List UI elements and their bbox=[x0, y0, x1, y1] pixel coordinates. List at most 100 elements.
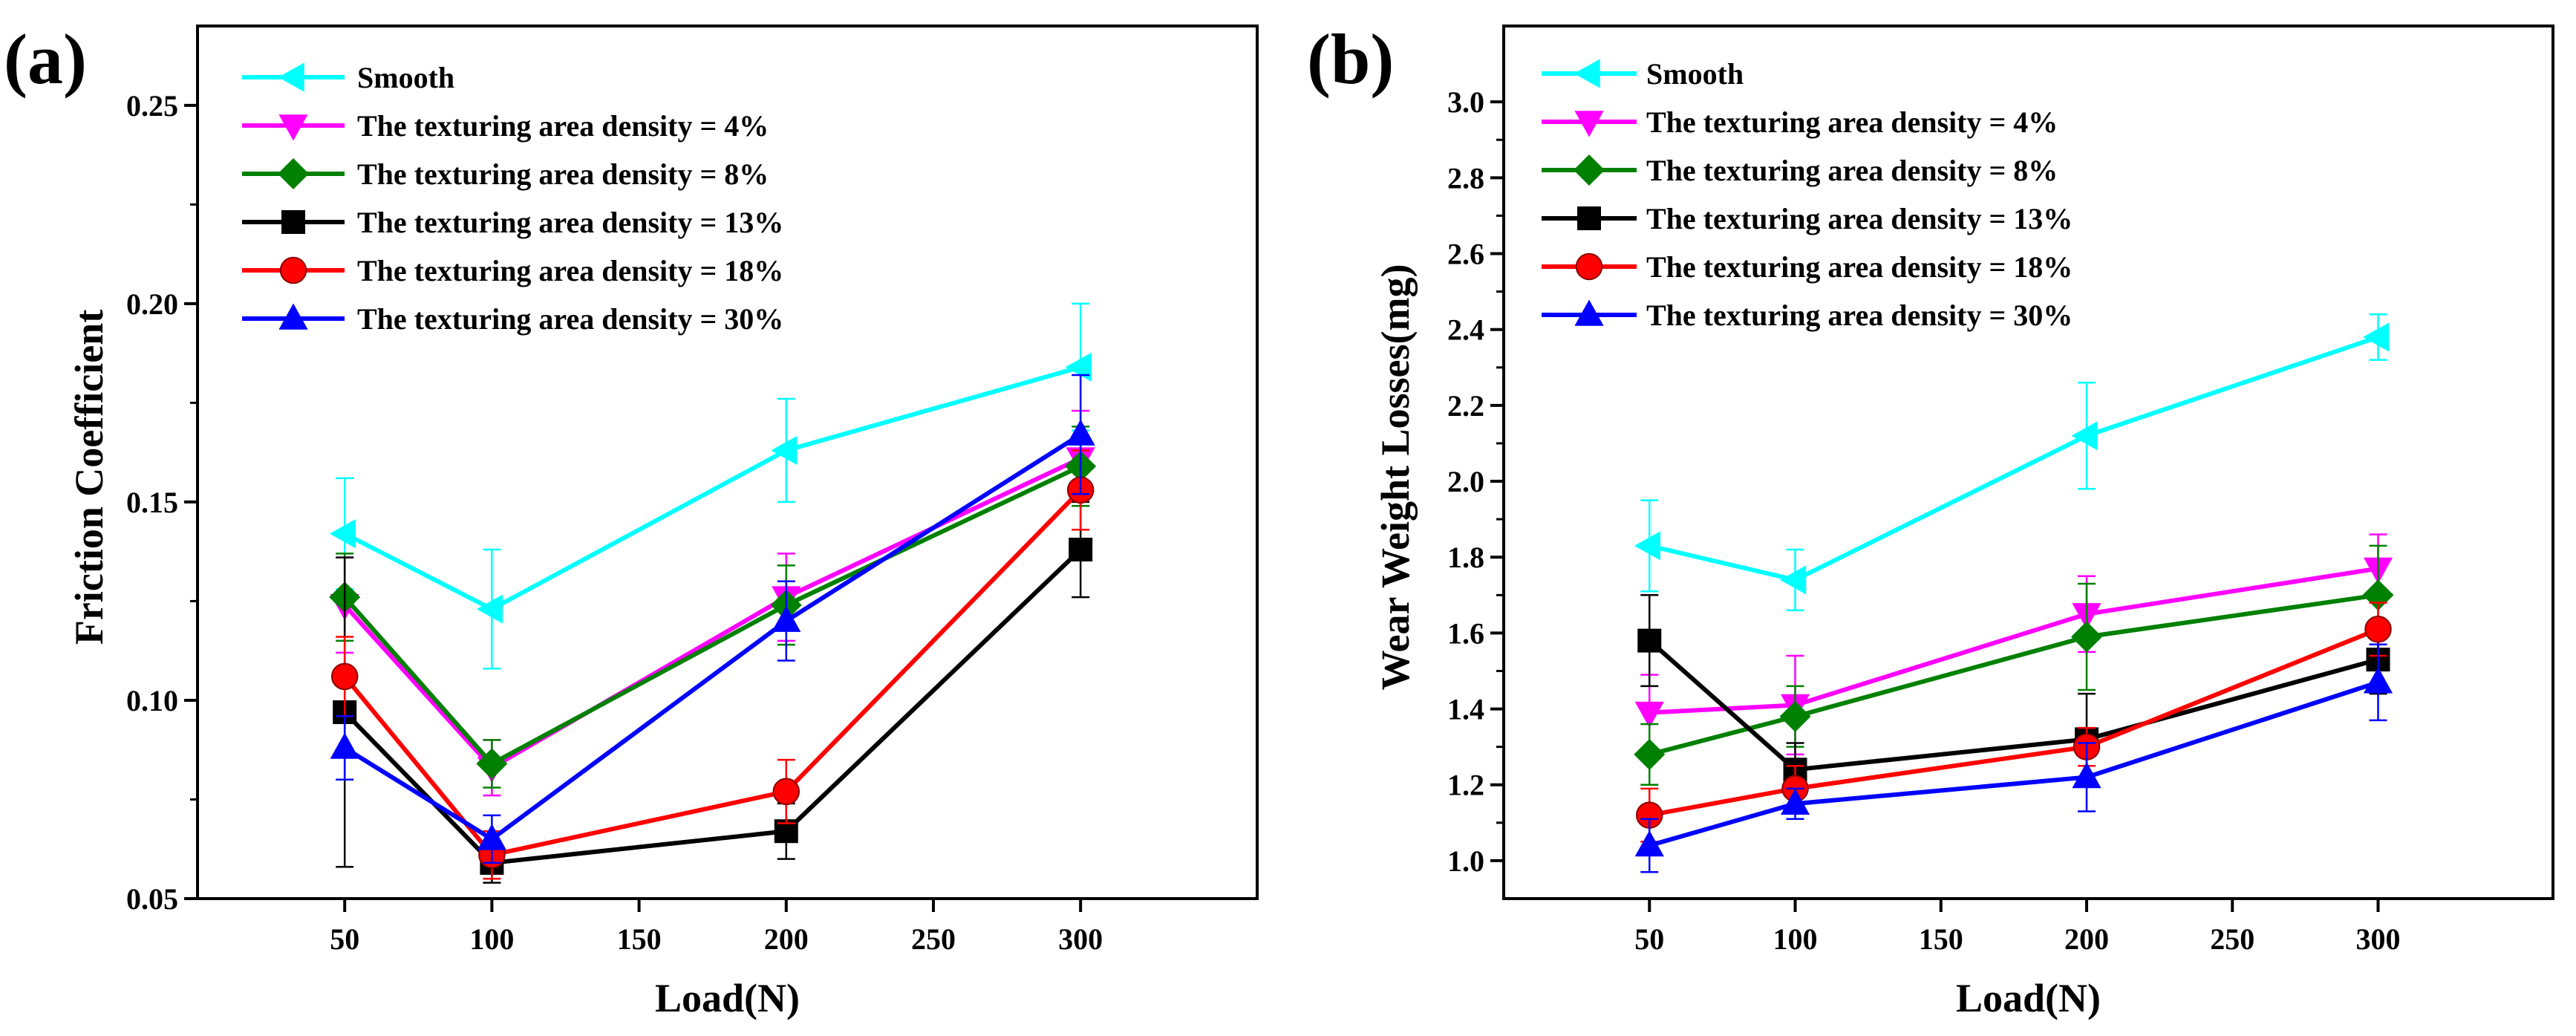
data-point-marker bbox=[1634, 531, 1660, 561]
panel-label: (b) bbox=[1307, 19, 1394, 99]
data-point-marker bbox=[1634, 701, 1664, 729]
x-tick-label: 150 bbox=[617, 922, 662, 956]
data-point-marker bbox=[1066, 419, 1095, 446]
y-tick-label: 0.20 bbox=[126, 287, 178, 321]
data-point-marker bbox=[330, 732, 359, 759]
y-tick-label: 1.0 bbox=[1447, 844, 1484, 878]
data-point-marker bbox=[2364, 616, 2392, 643]
series-line bbox=[1649, 566, 2378, 715]
y-axis-title: Wear Weight Losses(mg) bbox=[1373, 264, 1418, 691]
x-axis-title: Load(N) bbox=[655, 976, 800, 1020]
data-point-marker bbox=[329, 519, 356, 549]
series-line bbox=[1649, 593, 2378, 757]
legend-label: The texturing area density = 4% bbox=[357, 109, 769, 143]
legend-marker bbox=[1574, 154, 1605, 186]
data-point-marker bbox=[1065, 352, 1092, 382]
legend-marker bbox=[1575, 253, 1603, 281]
data-series: The texturing area density = 4% bbox=[1542, 105, 2393, 756]
legend-label: The texturing area density = 18% bbox=[1646, 250, 2073, 284]
x-tick-label: 250 bbox=[2210, 922, 2254, 956]
y-tick-label: 1.2 bbox=[1447, 769, 1484, 802]
series-line bbox=[1649, 680, 2379, 848]
data-point-marker bbox=[2362, 322, 2390, 352]
legend-marker bbox=[278, 303, 308, 330]
x-tick-label: 250 bbox=[911, 922, 956, 956]
data-point-marker bbox=[1780, 788, 1810, 815]
legend-marker bbox=[278, 158, 309, 189]
data-series: The texturing area density = 18% bbox=[242, 254, 1095, 880]
legend-label: The texturing area density = 13% bbox=[357, 206, 783, 239]
y-tick-label: 2.2 bbox=[1447, 389, 1484, 423]
series-line bbox=[1648, 639, 2379, 772]
x-tick-label: 50 bbox=[1634, 922, 1664, 956]
data-point-marker bbox=[772, 605, 801, 632]
legend-marker bbox=[1574, 111, 1604, 137]
legend-label: The texturing area density = 8% bbox=[357, 157, 769, 191]
x-tick-label: 300 bbox=[2356, 922, 2401, 956]
series-line bbox=[343, 365, 1081, 612]
x-axis-title: Load(N) bbox=[1956, 976, 2101, 1020]
data-point-marker bbox=[2071, 621, 2102, 653]
data-series: The texturing area density = 30% bbox=[1542, 299, 2393, 873]
data-point-marker bbox=[476, 748, 508, 780]
data-point-marker bbox=[1637, 628, 1662, 653]
data-point-marker bbox=[476, 594, 503, 624]
data-point-marker bbox=[2363, 667, 2393, 694]
data-point-marker bbox=[2071, 421, 2098, 451]
chart-panel-b: (b) 50 100 150 200 250 300 1.0 1.2 1.4 1.6 1.8 2.0 2.… bbox=[1307, 19, 2554, 1020]
y-tick-label: 1.6 bbox=[1447, 616, 1484, 650]
data-series: Smooth bbox=[1542, 57, 2390, 611]
y-tick-label: 2.8 bbox=[1447, 161, 1484, 195]
x-tick-label: 200 bbox=[2064, 922, 2109, 956]
legend-label: Smooth bbox=[1646, 57, 1744, 91]
data-point-marker bbox=[1779, 565, 1807, 595]
series-line bbox=[1649, 627, 2379, 818]
plot-frame bbox=[196, 25, 1259, 900]
data-series: The texturing area density = 18% bbox=[1542, 250, 2392, 843]
data-series: The texturing area density = 13% bbox=[242, 206, 1093, 884]
y-tick-label: 0.25 bbox=[126, 89, 178, 123]
x-tick-label: 100 bbox=[1773, 922, 1818, 956]
legend-marker bbox=[1577, 206, 1601, 230]
y-axis-title: Friction Coefficient bbox=[67, 310, 111, 645]
data-series: The texturing area density = 8% bbox=[242, 157, 1097, 789]
legend-label: The texturing area density = 4% bbox=[1646, 105, 2058, 139]
x-tick-label: 300 bbox=[1058, 922, 1103, 956]
data-point-marker bbox=[1634, 738, 1666, 770]
data-point-marker bbox=[2072, 761, 2101, 789]
data-series: The texturing area density = 8% bbox=[1542, 154, 2394, 786]
data-point-marker bbox=[1069, 538, 1093, 561]
legend-marker bbox=[281, 210, 305, 234]
data-point-marker bbox=[330, 662, 359, 691]
data-point-marker bbox=[772, 778, 800, 806]
legend-label: The texturing area density = 30% bbox=[1646, 299, 2073, 332]
legend-marker bbox=[1574, 59, 1600, 88]
legend-label: The texturing area density = 8% bbox=[1646, 154, 2058, 187]
data-series: The texturing area density = 30% bbox=[242, 302, 1095, 864]
legend-marker bbox=[278, 62, 304, 92]
y-tick-label: 0.05 bbox=[126, 882, 178, 916]
x-tick-label: 50 bbox=[330, 922, 359, 956]
series-line bbox=[342, 488, 1083, 858]
x-tick-label: 200 bbox=[764, 922, 809, 956]
y-tick-label: 2.6 bbox=[1447, 238, 1484, 271]
data-point-marker bbox=[1634, 830, 1664, 857]
y-tick-label: 1.4 bbox=[1447, 693, 1484, 726]
data-point-marker bbox=[771, 435, 798, 466]
y-tick-label: 2.0 bbox=[1447, 465, 1484, 498]
legend-label: The texturing area density = 13% bbox=[1646, 202, 2073, 235]
legend-marker bbox=[279, 256, 307, 284]
y-tick-label: 0.10 bbox=[126, 684, 178, 717]
panel-label: (a) bbox=[4, 19, 87, 99]
y-tick-label: 2.4 bbox=[1447, 313, 1484, 347]
series-line bbox=[343, 547, 1083, 865]
y-tick-label: 3.0 bbox=[1447, 85, 1484, 119]
plot-frame bbox=[1502, 25, 2554, 900]
chart-panel-a: (a) 50 100 150 200 250 300 0.05 0.10 0.15 0.20 0.25… bbox=[4, 19, 1259, 1020]
legend-marker bbox=[278, 114, 308, 141]
series-line bbox=[1649, 335, 2379, 582]
series-line bbox=[343, 432, 1082, 841]
x-tick-label: 100 bbox=[469, 922, 514, 956]
legend-label: The texturing area density = 30% bbox=[357, 302, 783, 336]
